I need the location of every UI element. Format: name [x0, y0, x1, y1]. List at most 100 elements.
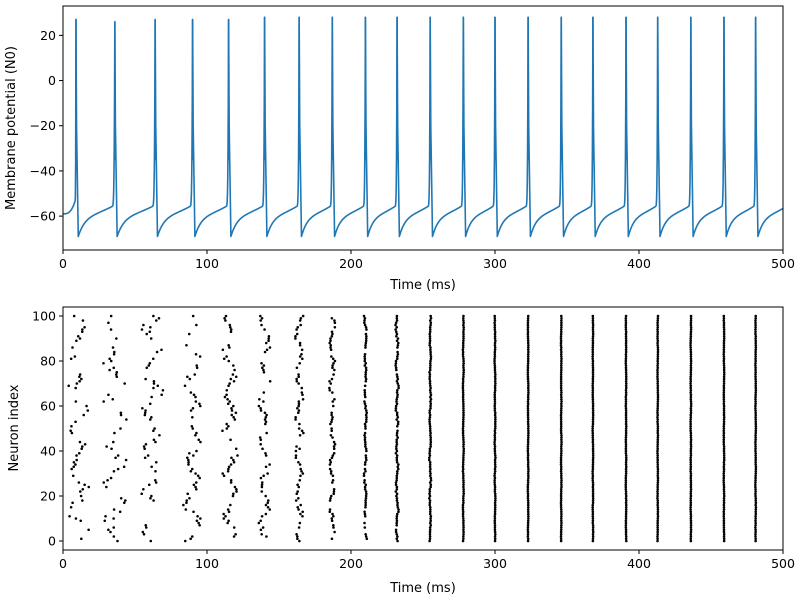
spike-dot	[222, 517, 226, 520]
spike-dot	[192, 454, 195, 457]
spike-dot	[754, 519, 757, 523]
spike-dot	[268, 463, 271, 466]
spike-dot	[333, 397, 336, 401]
spike-dot	[295, 379, 299, 383]
spike-dot	[333, 368, 336, 372]
spike-dot	[230, 406, 233, 410]
spike-dot	[461, 393, 465, 397]
spike-dot	[591, 377, 595, 381]
spike-dot	[624, 319, 628, 322]
spike-dot	[191, 406, 195, 410]
spike-dot	[526, 463, 530, 466]
spike-dot	[722, 447, 726, 451]
spike-dot	[296, 325, 300, 329]
spike-dot	[364, 505, 367, 509]
spike-dot	[754, 535, 757, 538]
spike-dot	[656, 449, 659, 453]
spike-dot	[689, 474, 693, 478]
spike-dot	[624, 451, 628, 455]
spike-dot	[559, 494, 563, 498]
spike-dot	[428, 411, 431, 415]
spike-dot	[493, 483, 497, 487]
spike-dot	[624, 483, 628, 487]
spike-dot	[394, 530, 398, 534]
spike-dot	[194, 395, 197, 399]
spike-dot	[493, 330, 497, 334]
spike-dot	[722, 438, 726, 442]
spike-dot	[235, 487, 238, 491]
spike-dot	[526, 364, 530, 367]
spike-dot	[461, 386, 465, 390]
spike-dot	[624, 485, 628, 489]
spike-dot	[428, 337, 432, 340]
spike-dot	[298, 341, 302, 345]
spike-dot	[493, 366, 497, 370]
spike-dot	[333, 442, 337, 446]
spike-dot	[365, 492, 368, 496]
spike-dot	[493, 328, 497, 331]
spike-dot	[395, 474, 399, 478]
spike-dot	[428, 463, 432, 466]
spike-dot	[395, 339, 399, 343]
spike-dot	[299, 316, 303, 320]
spike-dot	[689, 352, 693, 356]
spike-dot	[395, 440, 398, 444]
spike-dot	[689, 368, 693, 372]
spike-dot	[428, 465, 432, 469]
spike-dot	[395, 391, 399, 394]
spike-dot	[754, 355, 757, 358]
spike-dot	[462, 521, 465, 525]
spike-dot	[689, 490, 693, 493]
top-y-tick-label: −60	[30, 209, 56, 224]
spike-dot	[122, 501, 126, 505]
spike-dot	[493, 370, 497, 374]
spike-dot	[395, 442, 399, 446]
spike-dot	[429, 483, 433, 487]
spike-dot	[429, 431, 432, 435]
spike-dot	[428, 388, 432, 392]
spike-dot	[428, 418, 431, 421]
spike-dot	[493, 476, 497, 480]
spike-dot	[689, 341, 692, 345]
spike-dot	[722, 451, 726, 455]
spike-dot	[331, 436, 334, 439]
spike-dot	[297, 382, 300, 385]
spike-dot	[394, 359, 398, 363]
spike-dot	[78, 440, 82, 444]
spike-dot	[754, 424, 758, 428]
spike-dot	[395, 499, 399, 502]
spike-dot	[754, 384, 757, 388]
spike-dot	[222, 357, 226, 361]
spike-dot	[199, 517, 202, 520]
spike-dot	[560, 316, 563, 320]
spike-dot	[591, 359, 595, 363]
spike-dot	[526, 499, 530, 502]
spike-dot	[328, 379, 331, 383]
spike-dot	[526, 352, 530, 356]
spike-dot	[624, 364, 628, 367]
spike-dot	[624, 418, 628, 421]
spike-dot	[591, 418, 595, 421]
spike-dot	[266, 472, 269, 475]
spike-dot	[754, 512, 758, 516]
spike-dot	[754, 427, 758, 430]
spike-dot	[656, 364, 659, 367]
spike-dot	[591, 523, 595, 527]
spike-dot	[396, 343, 400, 347]
spike-dot	[229, 463, 233, 466]
spike-dot	[722, 519, 726, 523]
spike-dot	[689, 512, 693, 516]
spike-dot	[560, 319, 563, 322]
spike-dot	[722, 379, 726, 383]
spike-dot	[560, 483, 563, 487]
spike-dot	[397, 341, 400, 345]
spike-dot	[624, 375, 628, 379]
spike-dot	[656, 440, 660, 444]
spike-dot	[689, 319, 693, 322]
spike-dot	[560, 404, 563, 408]
spike-dot	[332, 487, 336, 491]
spike-dot	[429, 402, 433, 406]
spike-dot	[624, 355, 628, 358]
spike-dot	[191, 314, 195, 318]
spike-dot	[754, 382, 758, 385]
